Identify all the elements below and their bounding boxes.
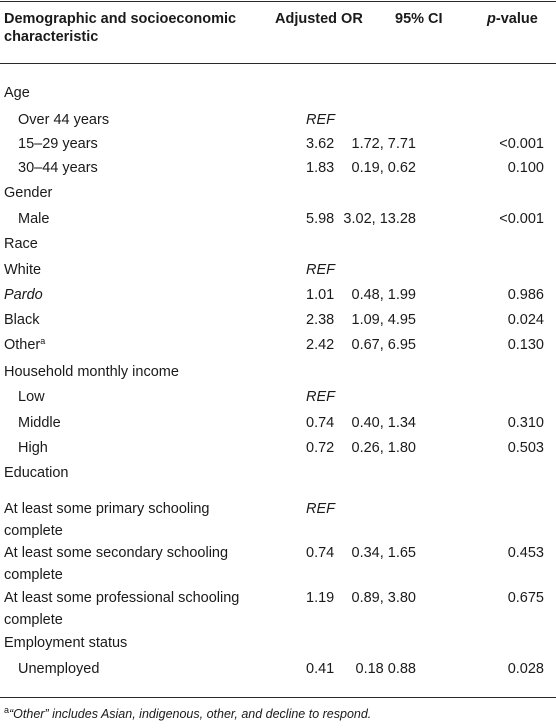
ci-cell: 0.67, 6.95 [351, 337, 417, 353]
row-label: White [4, 261, 41, 279]
adjusted-or-cell: REF [306, 501, 335, 517]
p-value-cell: 0.453 [507, 545, 544, 561]
adjusted-or-cell: 0.41 [306, 661, 335, 677]
row-label-text: Education [4, 465, 69, 481]
p-value-cell: 0.310 [507, 415, 544, 431]
row-label: Low [18, 388, 45, 406]
p-value-cell: <0.001 [499, 211, 544, 227]
header-ci: 95% CI [395, 11, 443, 27]
row-label: Pardo [4, 286, 43, 304]
adjusted-or-cell: 2.42 [306, 337, 335, 353]
ci-cell: 1.72, 7.71 [351, 136, 417, 152]
row-label: Education [4, 464, 69, 482]
row-label-text: White [4, 262, 42, 278]
row-label: Over 44 years [18, 111, 109, 129]
row-label-text: Black [4, 312, 40, 328]
ci-cell: 0.26, 1.80 [351, 440, 417, 456]
row-label: Othera [4, 336, 45, 354]
row-label-text: Unemployed [18, 661, 100, 677]
p-value-cell: 0.986 [507, 287, 544, 303]
row-label: Middle [18, 414, 61, 432]
header-p-value: p-value [487, 10, 538, 28]
row-label-text: Race [4, 236, 38, 252]
header-p-suffix: -value [495, 11, 538, 27]
header-rule [0, 63, 556, 64]
row-label: At least some primary schooling complete [4, 498, 210, 542]
header-characteristic-line1: Demographic and socioeconomic [4, 11, 237, 27]
row-label-text-line2: complete [4, 612, 63, 628]
p-value-cell: 0.028 [507, 661, 544, 677]
row-label: Age [4, 84, 30, 102]
row-label-text: Middle [18, 415, 61, 431]
row-label: High [18, 439, 48, 457]
p-value-cell: 0.503 [507, 440, 544, 456]
adjusted-or-cell: 0.74 [306, 545, 335, 561]
row-label-text: Age [4, 85, 30, 101]
header-characteristic: Demographic and socioeconomic characteri… [4, 10, 236, 46]
adjusted-or-cell: 3.62 [306, 136, 335, 152]
row-label: Employment status [4, 634, 127, 652]
row-label: Black [4, 311, 39, 329]
adjusted-or-cell: 1.01 [306, 287, 335, 303]
footnote-marker-ref: a [40, 336, 46, 346]
header-p-italic: p [487, 11, 496, 27]
adjusted-or-cell: REF [306, 112, 335, 128]
ci-cell: 0.34, 1.65 [351, 545, 417, 561]
row-label: Gender [4, 184, 52, 202]
ci-cell: 0.18 0.88 [355, 661, 416, 677]
header-characteristic-line2: characteristic [4, 29, 99, 45]
row-label-text: Low [18, 389, 45, 405]
bottom-rule [0, 697, 556, 698]
row-label: 15–29 years [18, 135, 98, 153]
footnote: a“Other” includes Asian, indigenous, oth… [4, 706, 371, 722]
row-label: At least some professional schooling comp… [4, 587, 239, 631]
row-label: 30–44 years [18, 159, 98, 177]
row-label-text: Gender [4, 185, 53, 201]
row-label: Male [18, 210, 49, 228]
row-label-text: 30–44 years [18, 160, 98, 176]
p-value-cell: <0.001 [499, 136, 544, 152]
row-label-text: At least some primary schooling [4, 501, 210, 517]
row-label-text: Other [4, 337, 41, 353]
ci-cell: 0.89, 3.80 [351, 590, 417, 606]
ci-cell: 0.48, 1.99 [351, 287, 417, 303]
row-label-text: At least some secondary schooling [4, 545, 229, 561]
adjusted-or-cell: 0.74 [306, 415, 335, 431]
row-label-text: Male [18, 211, 50, 227]
row-label-text: 15–29 years [18, 136, 98, 152]
p-value-cell: 0.675 [507, 590, 544, 606]
p-value-cell: 0.024 [507, 312, 544, 328]
row-label: At least some secondary schooling complet… [4, 542, 228, 586]
p-value-cell: 0.130 [507, 337, 544, 353]
ci-cell: 3.02, 13.28 [343, 211, 416, 227]
adjusted-or-cell: REF [306, 262, 335, 278]
adjusted-or-cell: 0.72 [306, 440, 335, 456]
row-label-text: Employment status [4, 635, 128, 651]
row-label-text: Household monthly income [4, 364, 179, 380]
ci-cell: 0.40, 1.34 [351, 415, 417, 431]
row-label: Unemployed [18, 660, 99, 678]
row-label-text: High [18, 440, 48, 456]
row-label-text: Over 44 years [18, 112, 110, 128]
adjusted-or-cell: 5.98 [306, 211, 335, 227]
row-label: Household monthly income [4, 363, 179, 381]
adjusted-or-cell: 1.19 [306, 590, 335, 606]
header-adjusted-or: Adjusted OR [275, 11, 363, 27]
adjusted-or-cell: REF [306, 389, 335, 405]
row-label-text: Pardo [4, 287, 43, 303]
row-label-text: At least some professional schooling [4, 590, 240, 606]
ci-cell: 0.19, 0.62 [351, 160, 417, 176]
adjusted-or-cell: 2.38 [306, 312, 335, 328]
footnote-text: “Other” includes Asian, indigenous, othe… [9, 707, 372, 721]
ci-cell: 1.09, 4.95 [351, 312, 417, 328]
footnote-marker: a [4, 705, 10, 715]
row-label-text-line2: complete [4, 567, 63, 583]
row-label: Race [4, 235, 38, 253]
adjusted-or-cell: 1.83 [306, 160, 335, 176]
top-rule [0, 1, 556, 2]
row-label-text-line2: complete [4, 523, 63, 539]
p-value-cell: 0.100 [507, 160, 544, 176]
